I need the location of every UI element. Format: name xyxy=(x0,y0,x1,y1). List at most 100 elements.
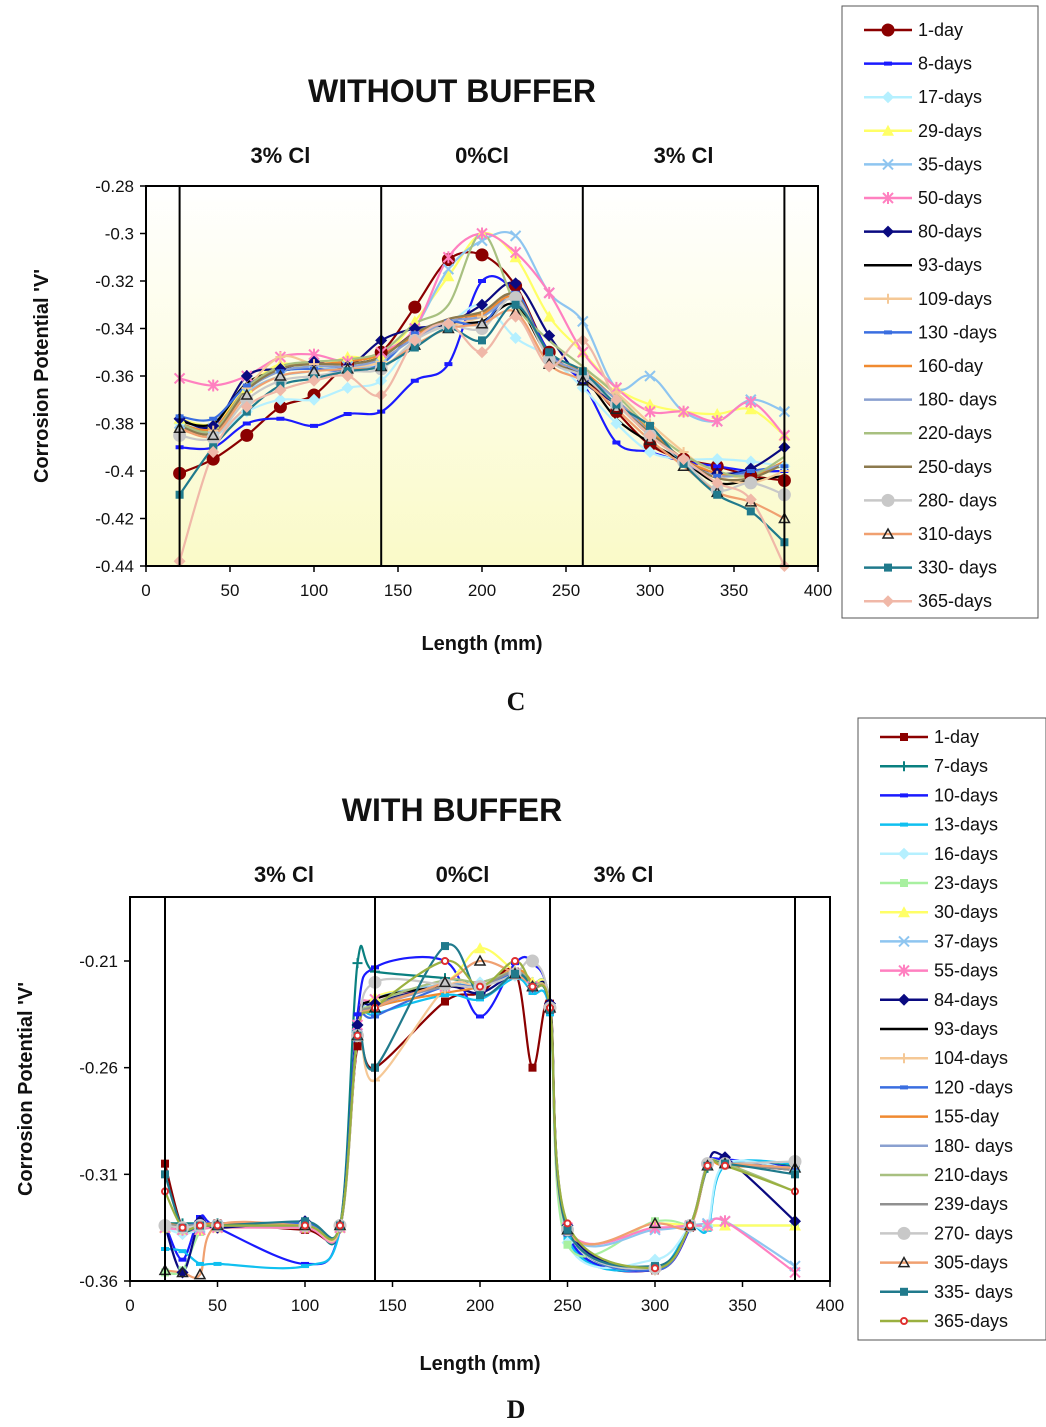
legend-marker xyxy=(884,330,892,335)
data-point xyxy=(711,408,724,419)
y-tick-label: -0.4 xyxy=(105,462,134,481)
data-point xyxy=(476,227,488,240)
data-point xyxy=(473,954,487,966)
data-point xyxy=(351,1019,364,1031)
x-tick-label: 400 xyxy=(816,1296,844,1315)
data-point xyxy=(644,398,656,410)
data-point xyxy=(341,370,354,382)
data-point xyxy=(442,251,455,264)
legend-label: 30-days xyxy=(934,902,998,922)
data-point xyxy=(353,1012,362,1017)
legend-label: 93-days xyxy=(934,1019,998,1039)
data-point xyxy=(528,982,537,991)
legend-label: 180- days xyxy=(934,1136,1013,1156)
data-point xyxy=(745,396,757,409)
data-point xyxy=(475,248,489,262)
legend-marker xyxy=(882,192,894,204)
legend-label: 7-days xyxy=(934,756,988,776)
legend-entry: 1-day xyxy=(864,20,963,40)
legend: 1-day 7-days 10-days 13-days 16-days 23-days 3… xyxy=(857,717,1046,1341)
data-point xyxy=(442,270,455,282)
data-point xyxy=(408,334,421,347)
legend-entry: 35-days xyxy=(864,154,982,174)
data-point xyxy=(353,1042,362,1051)
legend-entry: 210-days xyxy=(880,1165,1008,1185)
legend-label: 10-days xyxy=(934,785,998,805)
x-axis-label: Length (mm) xyxy=(419,1353,540,1375)
legend-marker xyxy=(882,158,894,171)
data-point xyxy=(528,1063,537,1072)
y-tick-label: -0.38 xyxy=(95,415,134,434)
x-tick-label: 300 xyxy=(636,581,664,600)
data-point xyxy=(206,428,220,441)
legend-entry: 239-days xyxy=(880,1194,1008,1214)
legend-marker xyxy=(898,964,910,977)
data-point xyxy=(644,429,656,442)
region-label: 3% Cl xyxy=(250,143,310,168)
data-point xyxy=(442,263,455,275)
data-point xyxy=(719,1215,731,1228)
data-point xyxy=(563,1219,572,1228)
legend-marker xyxy=(900,1287,908,1296)
data-point xyxy=(610,402,623,414)
data-point xyxy=(242,421,251,426)
data-point xyxy=(310,366,318,371)
legend-label: 365-days xyxy=(918,591,992,611)
data-point xyxy=(410,331,419,336)
legend-label: 180- days xyxy=(918,390,997,410)
x-tick-label: 300 xyxy=(641,1296,669,1315)
legend-label: 335- days xyxy=(934,1282,1013,1302)
data-point xyxy=(438,975,452,988)
legend-marker xyxy=(899,761,909,772)
y-tick-label: -0.28 xyxy=(95,177,134,196)
data-point xyxy=(207,379,219,392)
legend-box xyxy=(841,5,1039,619)
data-point xyxy=(543,360,556,373)
panel-label: C xyxy=(507,687,526,716)
y-tick-label: -0.34 xyxy=(95,320,134,339)
legend-label: 93-days xyxy=(918,255,982,275)
legend-marker xyxy=(884,563,892,572)
legend-label: 104-days xyxy=(934,1048,1008,1068)
data-point xyxy=(274,384,287,397)
data-point xyxy=(441,997,449,1006)
legend-label: 239-days xyxy=(934,1194,1008,1214)
data-point xyxy=(478,279,486,283)
data-point xyxy=(476,982,484,991)
x-tick-label: 250 xyxy=(553,1296,581,1315)
data-point xyxy=(410,378,419,383)
data-point xyxy=(209,416,218,421)
data-point xyxy=(528,991,537,995)
region-label: 3% Cl xyxy=(654,143,714,168)
legend-label: 1-day xyxy=(934,727,979,747)
data-point xyxy=(509,277,522,290)
legend-marker xyxy=(900,822,908,827)
data-point xyxy=(410,343,419,352)
data-point xyxy=(276,416,285,421)
legend-label: 270- days xyxy=(934,1223,1013,1243)
legend-entry: 155-day xyxy=(880,1107,999,1127)
legend-label: 50-days xyxy=(918,188,982,208)
x-tick-label: 50 xyxy=(221,581,240,600)
data-point xyxy=(509,310,522,323)
data-point xyxy=(213,1261,222,1266)
x-tick-label: 50 xyxy=(208,1296,227,1315)
legend-label: 220-days xyxy=(918,423,992,443)
legend-entry: 250-days xyxy=(864,457,992,477)
data-point xyxy=(644,405,656,418)
data-point xyxy=(408,315,421,327)
legend-marker xyxy=(898,935,910,948)
legend-entry: 7-days xyxy=(880,756,988,776)
data-point xyxy=(744,403,757,415)
data-point xyxy=(308,393,320,406)
chart-without-buffer: WITHOUT BUFFER 3% Cl 0%Cl 3% Cl -0.28 -0.3 -0.… xyxy=(31,5,1039,716)
y-tick-label: -0.3 xyxy=(105,225,134,244)
data-point xyxy=(301,1261,309,1266)
data-point xyxy=(509,230,522,242)
data-point xyxy=(543,310,556,322)
data-point xyxy=(711,476,724,489)
legend-entry: 365-days xyxy=(864,591,992,611)
legend-label: 365-days xyxy=(934,1311,1008,1331)
legend-label: 8-days xyxy=(918,54,972,74)
